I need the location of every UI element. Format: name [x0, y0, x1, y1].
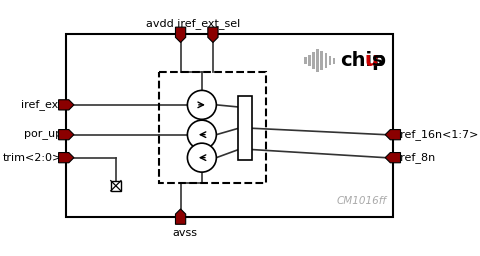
Bar [66, 34, 394, 217]
Text: avdd iref_ext_sel: avdd iref_ext_sel [146, 18, 240, 29]
Text: s: s [372, 51, 383, 70]
Polygon shape [385, 130, 400, 140]
Text: iref_ext: iref_ext [21, 99, 62, 110]
Circle shape [187, 90, 216, 119]
Bar [111, 181, 121, 191]
Text: trim<2:0>: trim<2:0> [3, 153, 62, 163]
Bar [308, 55, 311, 66]
Polygon shape [59, 153, 74, 163]
Polygon shape [385, 153, 400, 163]
Text: avss: avss [172, 228, 197, 238]
Bar [321, 51, 323, 70]
Polygon shape [59, 100, 74, 110]
Circle shape [187, 120, 216, 149]
Bar [329, 56, 331, 65]
Polygon shape [59, 130, 74, 140]
Text: por_up: por_up [24, 130, 62, 140]
Text: iref_16n<1:7>: iref_16n<1:7> [397, 129, 478, 140]
Polygon shape [176, 27, 186, 42]
Bar [312, 52, 315, 69]
Circle shape [187, 143, 216, 172]
Bar [239, 96, 252, 160]
Bar [324, 53, 327, 68]
Polygon shape [208, 27, 218, 42]
Bar [316, 49, 319, 72]
Text: CM1016ff: CM1016ff [336, 196, 387, 206]
Text: chip: chip [340, 51, 386, 70]
Text: u: u [365, 51, 379, 70]
Bar [304, 57, 307, 64]
Text: iref_8n: iref_8n [397, 152, 435, 163]
Bar [159, 72, 266, 183]
Polygon shape [176, 209, 186, 224]
Bar [333, 58, 335, 63]
